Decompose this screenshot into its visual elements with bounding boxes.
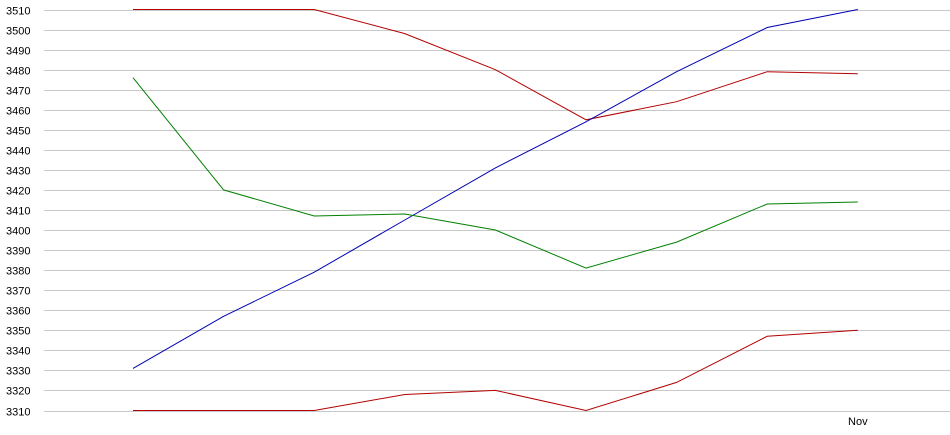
- y-tick-label: 3330: [6, 366, 30, 378]
- y-tick-label: 3440: [6, 146, 30, 158]
- series-line-3: [132, 77, 858, 269]
- y-tick-label: 3460: [6, 106, 30, 118]
- y-axis-ticks: 3310 3320 3330 3340 3350 3360 3370 3380 3390 3400…: [6, 6, 30, 419]
- y-tick-label: 3320: [6, 386, 30, 398]
- y-tick-label: 3310: [6, 407, 30, 419]
- y-tick-label: 3500: [6, 26, 30, 38]
- y-tick-label: 3370: [6, 286, 30, 298]
- y-tick-label: 3490: [6, 46, 30, 58]
- x-axis-ticks: Nov: [848, 416, 868, 428]
- y-tick-label: 3380: [6, 266, 30, 278]
- y-tick-label: 3450: [6, 126, 30, 138]
- series-lines: [132, 9, 858, 412]
- y-tick-label: 3400: [6, 226, 30, 238]
- y-tick-label: 3340: [6, 346, 30, 358]
- series-line-4: [133, 329, 858, 412]
- y-tick-label: 3390: [6, 246, 30, 258]
- y-tick-label: 3480: [6, 66, 30, 78]
- y-tick-label: 3430: [6, 166, 30, 178]
- y-tick-label: 3350: [6, 326, 30, 338]
- x-tick-label: Nov: [848, 416, 868, 428]
- y-tick-label: 3360: [6, 306, 30, 318]
- series-line-1: [133, 9, 858, 121]
- series-line-2: [132, 9, 858, 369]
- y-tick-label: 3510: [6, 6, 30, 18]
- y-tick-label: 3420: [6, 186, 30, 198]
- y-tick-label: 3470: [6, 86, 30, 98]
- y-tick-label: 3410: [6, 206, 30, 218]
